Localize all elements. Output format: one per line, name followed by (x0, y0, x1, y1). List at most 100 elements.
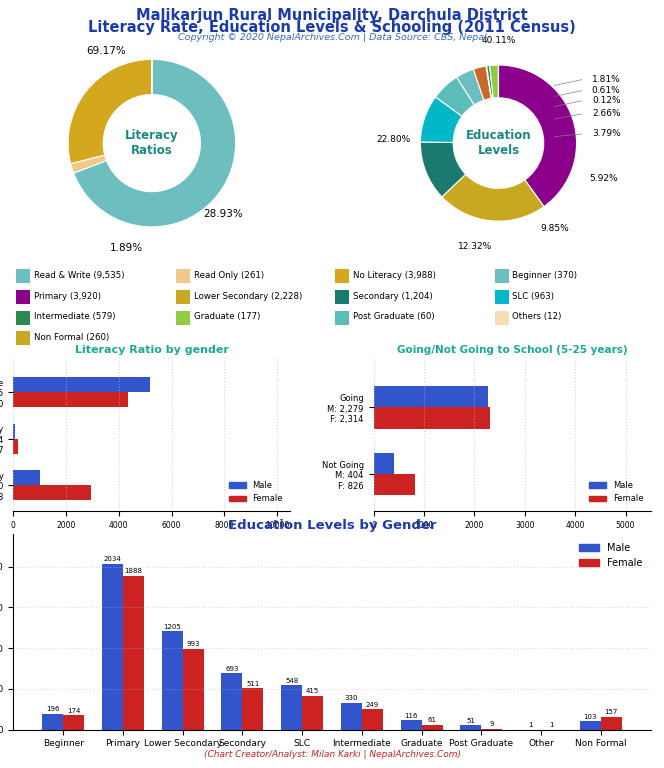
Bar (222, 674, 242, 730)
Bar (374, 407, 490, 429)
Bar (13, 439, 18, 454)
Wedge shape (74, 59, 236, 227)
Text: 157: 157 (605, 710, 618, 715)
Text: 5.92%: 5.92% (590, 174, 618, 183)
Bar (422, 725, 442, 730)
Wedge shape (68, 59, 152, 164)
Bar (495, 270, 509, 283)
Text: Malikarjun Rural Municipality, Darchula District: Malikarjun Rural Municipality, Darchula … (136, 8, 528, 23)
Legend: Male, Female: Male, Female (576, 539, 646, 571)
Bar (17, 290, 31, 304)
Bar (176, 270, 190, 283)
Text: 22.80%: 22.80% (376, 134, 410, 144)
Text: No Literacy (3,988): No Literacy (3,988) (353, 271, 436, 280)
Text: 69.17%: 69.17% (86, 46, 125, 56)
Text: 12.32%: 12.32% (458, 242, 492, 250)
Bar (335, 311, 349, 325)
Bar (42, 713, 63, 730)
Bar (17, 332, 31, 346)
Text: 28.93%: 28.93% (203, 210, 243, 220)
Wedge shape (442, 174, 544, 221)
Text: 9.85%: 9.85% (540, 224, 569, 233)
Bar (580, 721, 601, 730)
Text: 61: 61 (428, 717, 436, 723)
Bar (13, 392, 128, 407)
Text: Graduate (177): Graduate (177) (194, 313, 260, 322)
Wedge shape (457, 69, 484, 105)
Text: 693: 693 (225, 666, 238, 672)
Wedge shape (420, 142, 465, 197)
Text: Non Formal (260): Non Formal (260) (35, 333, 110, 343)
Text: 548: 548 (285, 677, 298, 684)
Text: Post Graduate (60): Post Graduate (60) (353, 313, 435, 322)
Wedge shape (487, 65, 493, 98)
Wedge shape (499, 65, 576, 207)
Text: 1.81%: 1.81% (592, 74, 621, 84)
Bar (335, 270, 349, 283)
Bar (13, 485, 92, 500)
Text: 1: 1 (549, 722, 554, 728)
Text: Lower Secondary (2,228): Lower Secondary (2,228) (194, 292, 302, 301)
Text: 116: 116 (404, 713, 418, 719)
Text: 0.12%: 0.12% (592, 96, 621, 104)
Text: 40.11%: 40.11% (481, 35, 516, 45)
Bar (495, 311, 509, 325)
Title: Education Levels by Gender: Education Levels by Gender (228, 518, 436, 531)
Text: Copyright © 2020 NepalArchives.Com | Data Source: CBS, Nepal: Copyright © 2020 NepalArchives.Com | Dat… (178, 33, 486, 42)
Text: 511: 511 (246, 680, 260, 687)
Text: 174: 174 (67, 708, 80, 714)
Text: Intermediate (579): Intermediate (579) (35, 313, 116, 322)
Bar (460, 726, 481, 730)
Text: 1888: 1888 (124, 568, 142, 574)
Bar (13, 424, 15, 439)
Bar (374, 474, 415, 495)
Text: 993: 993 (187, 641, 200, 647)
Legend: Male, Female: Male, Female (586, 478, 647, 507)
Text: Beginner (370): Beginner (370) (513, 271, 578, 280)
Text: 51: 51 (467, 718, 475, 724)
Wedge shape (420, 97, 462, 142)
Bar (17, 270, 31, 283)
Bar (17, 311, 31, 325)
Text: Literacy Rate, Education Levels & Schooling (2011 Census): Literacy Rate, Education Levels & School… (88, 20, 576, 35)
Text: 1.89%: 1.89% (110, 243, 143, 253)
Text: 196: 196 (46, 706, 60, 712)
Bar (242, 688, 264, 730)
Text: 2.66%: 2.66% (592, 109, 621, 118)
Bar (335, 290, 349, 304)
Title: Literacy Ratio by gender: Literacy Ratio by gender (75, 345, 229, 355)
Text: 415: 415 (306, 688, 319, 694)
Text: Others (12): Others (12) (513, 313, 562, 322)
Text: 2034: 2034 (104, 557, 122, 562)
Bar (63, 716, 84, 730)
Text: 3.79%: 3.79% (592, 129, 621, 138)
Text: Education
Levels: Education Levels (465, 129, 531, 157)
Bar (162, 631, 183, 730)
Bar (13, 377, 151, 392)
Bar (123, 576, 144, 730)
Text: Literacy
Ratios: Literacy Ratios (125, 129, 179, 157)
Text: 1205: 1205 (163, 624, 181, 630)
Bar (495, 290, 509, 304)
Wedge shape (436, 78, 474, 116)
Bar (13, 470, 41, 485)
Text: (Chart Creator/Analyst: Milan Karki | NepalArchives.Com): (Chart Creator/Analyst: Milan Karki | Ne… (203, 750, 461, 759)
Wedge shape (486, 66, 491, 98)
Text: Read & Write (9,535): Read & Write (9,535) (35, 271, 125, 280)
Bar (341, 703, 362, 730)
Text: 330: 330 (345, 695, 358, 701)
Legend: Male, Female: Male, Female (226, 478, 286, 507)
Bar (282, 685, 302, 730)
Bar (176, 311, 190, 325)
Bar (362, 710, 382, 730)
Bar (374, 386, 489, 407)
Bar (400, 720, 422, 730)
Text: SLC (963): SLC (963) (513, 292, 554, 301)
Wedge shape (70, 155, 106, 173)
Bar (302, 696, 323, 730)
Text: Read Only (261): Read Only (261) (194, 271, 264, 280)
Title: Going/Not Going to School (5-25 years): Going/Not Going to School (5-25 years) (397, 345, 627, 355)
Text: 9: 9 (489, 721, 494, 727)
Wedge shape (489, 65, 499, 98)
Text: 0.61%: 0.61% (592, 85, 621, 94)
